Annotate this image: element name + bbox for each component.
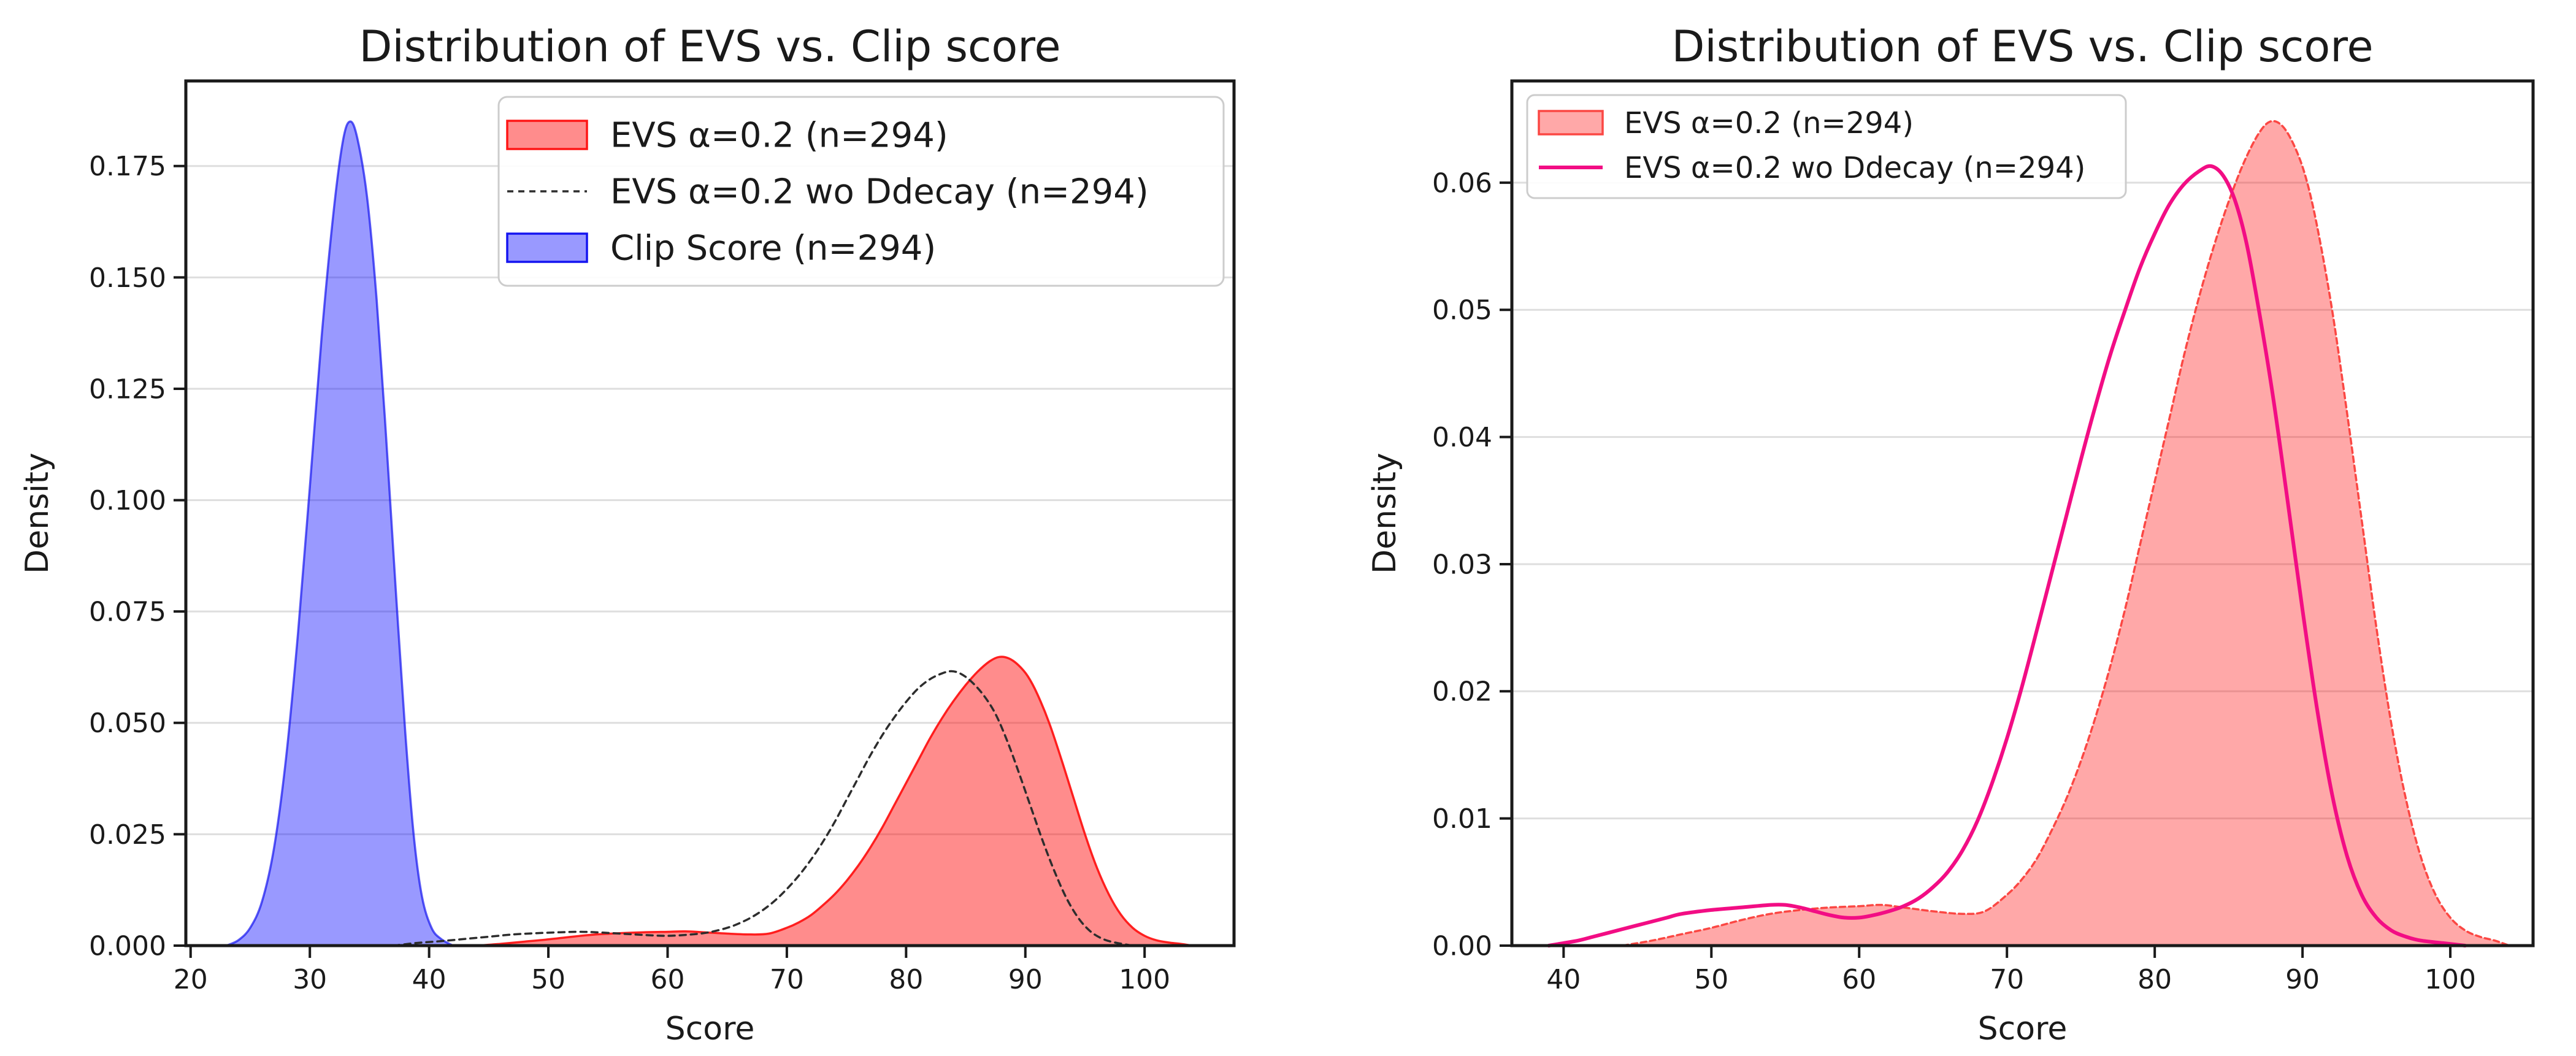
x-tick-label: 100 <box>1119 964 1170 995</box>
x-tick-label: 30 <box>293 964 327 995</box>
y-tick-label: 0.00 <box>1432 930 1492 962</box>
y-tick-label: 0.125 <box>89 373 166 405</box>
y-tick-label: 0.075 <box>89 597 166 628</box>
y-tick-label: 0.02 <box>1432 676 1492 708</box>
legend-box <box>1526 94 2127 199</box>
legend-swatch-patch <box>1538 110 1604 136</box>
y-tick-label: 0.050 <box>89 708 166 739</box>
legend-box <box>497 96 1225 287</box>
y-tick-label: 0.05 <box>1432 295 1492 326</box>
x-axis-label: Score <box>665 1011 755 1047</box>
x-tick-label: 50 <box>531 964 565 995</box>
x-tick-label: 20 <box>174 964 208 995</box>
axes-frame <box>1510 79 2535 947</box>
axes-frame <box>184 79 1236 947</box>
x-tick-label: 90 <box>1008 964 1043 995</box>
y-tick-label: 0.03 <box>1432 549 1492 580</box>
legend-entry: EVS α=0.2 (n=294) <box>506 116 948 156</box>
x-tick-label: 70 <box>1990 964 2024 995</box>
x-tick-label: 50 <box>1694 964 1728 995</box>
x-tick-label: 100 <box>2425 964 2476 995</box>
y-tick-label: 0.000 <box>89 930 166 962</box>
y-tick-label: 0.06 <box>1432 167 1492 199</box>
y-tick-label: 0.150 <box>89 262 166 294</box>
chart-right: Distribution of EVS vs. Clip score 40 50 6… <box>1367 21 2535 1047</box>
legend-label: EVS α=0.2 (n=294) <box>1624 106 1914 140</box>
y-tick-label: 0.025 <box>89 819 166 851</box>
legend-label: EVS α=0.2 wo Ddecay (n=294) <box>610 172 1149 212</box>
legend-label: Clip Score (n=294) <box>610 229 936 269</box>
kde-evs-area-fill <box>1622 121 2510 946</box>
y-tick-label: 0.100 <box>89 485 166 516</box>
kde-evs-wo-ddecay-line <box>1547 164 2467 947</box>
x-tick-label: 70 <box>770 964 804 995</box>
kde-clip-area-fill <box>226 121 453 946</box>
kde-evs-wo-ddecay-line <box>392 670 1134 947</box>
x-tick-label: 40 <box>1546 964 1581 995</box>
kde-evs-area-fill <box>477 656 1192 946</box>
x-tick-label: 80 <box>889 964 923 995</box>
y-axis-label: Density <box>19 453 56 574</box>
x-tick-label: 90 <box>2285 964 2320 995</box>
legend-swatch-patch <box>506 120 588 150</box>
kde-evs-area-edge <box>475 656 1194 947</box>
x-tick-label: 60 <box>650 964 684 995</box>
x-axis-label: Score <box>1978 1011 2068 1047</box>
y-axis-label: Density <box>1367 453 1403 574</box>
chart-left: Distribution of EVS vs. Clip score 20 30 4… <box>19 21 1236 1047</box>
x-tick-label: 80 <box>2137 964 2172 995</box>
legend-entry: Clip Score (n=294) <box>506 229 936 269</box>
y-tick-label: 0.01 <box>1432 803 1492 835</box>
legend-entry: EVS α=0.2 wo Ddecay (n=294) <box>1539 151 2085 185</box>
legend-label: EVS α=0.2 (n=294) <box>610 116 948 156</box>
kde-evs-area-edge <box>1621 120 2511 947</box>
chart-title: Distribution of EVS vs. Clip score <box>359 21 1060 72</box>
legend-entry: EVS α=0.2 wo Ddecay (n=294) <box>507 172 1149 212</box>
chart-title: Distribution of EVS vs. Clip score <box>1671 21 2373 72</box>
kde-clip-area-edge <box>225 120 454 947</box>
legend-swatch-patch <box>506 232 588 263</box>
x-tick-label: 40 <box>412 964 447 995</box>
y-tick-label: 0.04 <box>1432 422 1492 453</box>
legend-entry: EVS α=0.2 (n=294) <box>1538 106 1914 140</box>
legend-label: EVS α=0.2 wo Ddecay (n=294) <box>1624 151 2085 185</box>
x-tick-label: 60 <box>1842 964 1876 995</box>
y-tick-label: 0.175 <box>89 151 166 182</box>
